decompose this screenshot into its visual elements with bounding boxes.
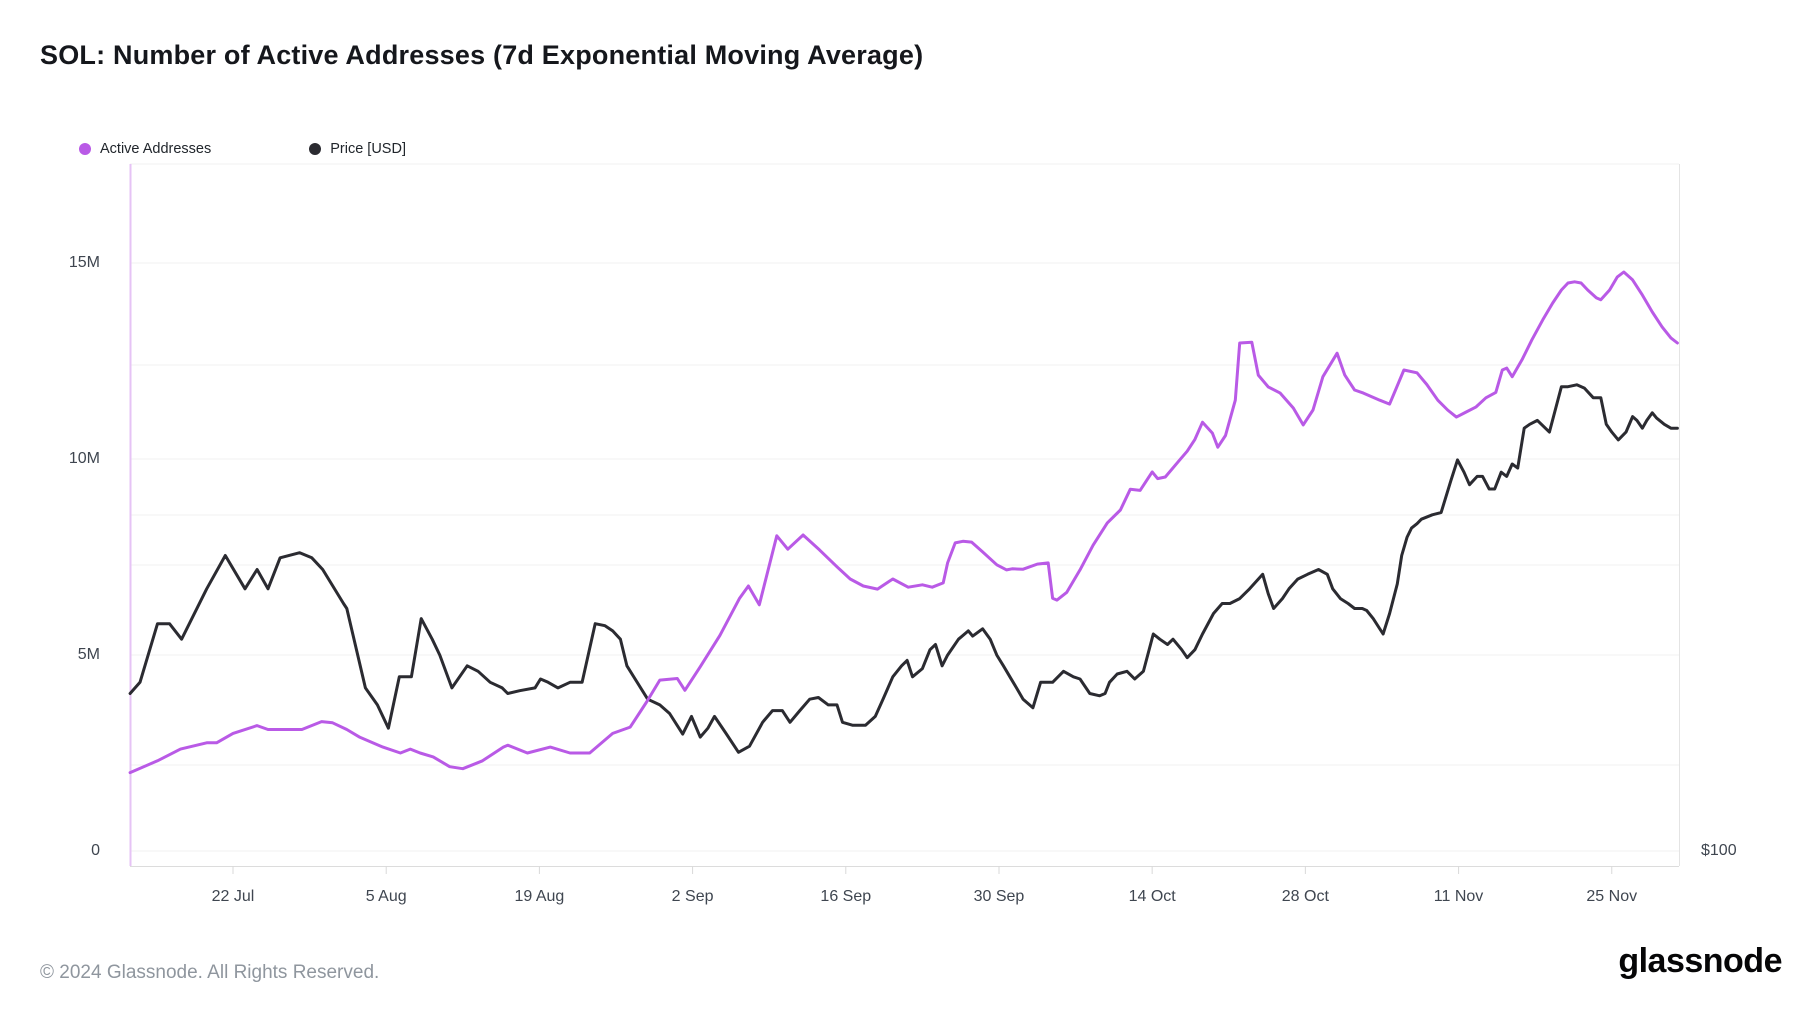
- y-axis-label-left: 0: [91, 842, 100, 859]
- x-axis-label: 19 Aug: [514, 888, 565, 905]
- y-axis-label-right: $100: [1701, 842, 1737, 859]
- legend-swatch-icon: [79, 143, 91, 155]
- legend-swatch-icon: [309, 143, 322, 155]
- y-axis-label-left: 10M: [68, 450, 100, 467]
- legend-item-price-usd-[interactable]: Price [USD]: [309, 141, 406, 157]
- x-axis-label: 30 Sep: [973, 888, 1025, 905]
- y-axis-label-left: 15M: [68, 254, 100, 271]
- x-axis-label: 5 Aug: [365, 888, 407, 905]
- x-axis-label: 16 Sep: [820, 888, 872, 905]
- series-line-active-addresses[interactable]: [128, 270, 1679, 775]
- y-axis-label-left: 5M: [77, 646, 100, 663]
- glassnode-logo: glassnode: [1618, 942, 1782, 980]
- x-axis-label: 25 Nov: [1586, 888, 1638, 905]
- legend: Active Addresses Price [USD]: [79, 141, 406, 157]
- x-axis-label: 11 Nov: [1433, 888, 1484, 905]
- legend-label: Price [USD]: [330, 141, 406, 157]
- x-axis-label: 22 Jul: [211, 888, 255, 905]
- x-axis-label: 14 Oct: [1128, 888, 1176, 905]
- x-axis-label: 28 Oct: [1281, 888, 1329, 905]
- legend-item-active-addresses[interactable]: Active Addresses: [79, 141, 211, 157]
- series-line-price-usd-[interactable]: [128, 383, 1679, 754]
- x-axis-label: 2 Sep: [671, 888, 714, 905]
- chart-title: SOL: Number of Active Addresses (7d Expo…: [40, 40, 924, 70]
- copyright-text: © 2024 Glassnode. All Rights Reserved.: [40, 962, 380, 983]
- legend-label: Active Addresses: [100, 141, 212, 157]
